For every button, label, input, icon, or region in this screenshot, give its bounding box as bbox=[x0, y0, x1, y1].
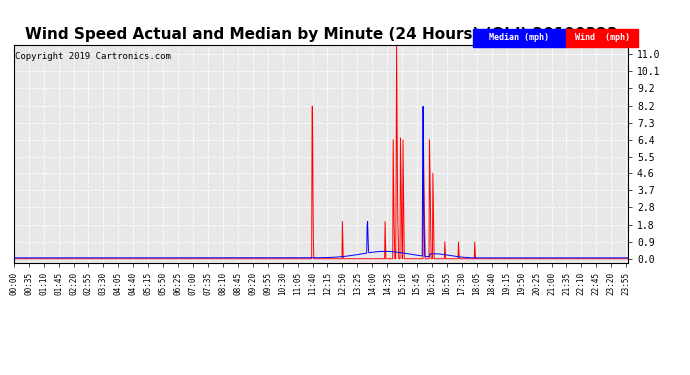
Title: Wind Speed Actual and Median by Minute (24 Hours) (Old) 20190323: Wind Speed Actual and Median by Minute (… bbox=[25, 27, 617, 42]
Text: Copyright 2019 Cartronics.com: Copyright 2019 Cartronics.com bbox=[15, 51, 171, 60]
Text: Median (mph): Median (mph) bbox=[489, 33, 549, 42]
Bar bbox=[566, 29, 638, 47]
Bar bbox=[473, 29, 566, 47]
Text: Wind  (mph): Wind (mph) bbox=[575, 33, 629, 42]
